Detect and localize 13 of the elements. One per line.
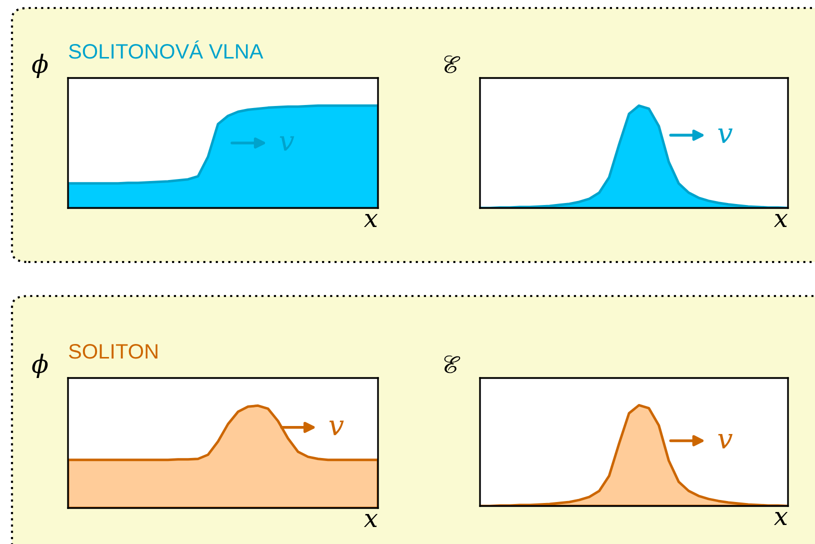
x-axis-title: x xyxy=(364,514,378,527)
annotation: v xyxy=(718,434,733,448)
y-axis-title: ϕ xyxy=(32,354,48,378)
y-axis-title: ℰ xyxy=(444,356,460,374)
y-axis-title: ℰ xyxy=(444,56,460,74)
y-axis-title: ϕ xyxy=(32,54,48,78)
x-axis-title: x xyxy=(364,214,378,227)
x-axis-title: x xyxy=(774,214,788,227)
annotation: v xyxy=(718,128,733,143)
x-axis-title: x xyxy=(774,512,788,525)
chart-title: SOLITONOVÁ VLNA xyxy=(68,40,264,59)
chart-title: SOLITON xyxy=(68,344,158,359)
annotation: v xyxy=(329,420,344,436)
